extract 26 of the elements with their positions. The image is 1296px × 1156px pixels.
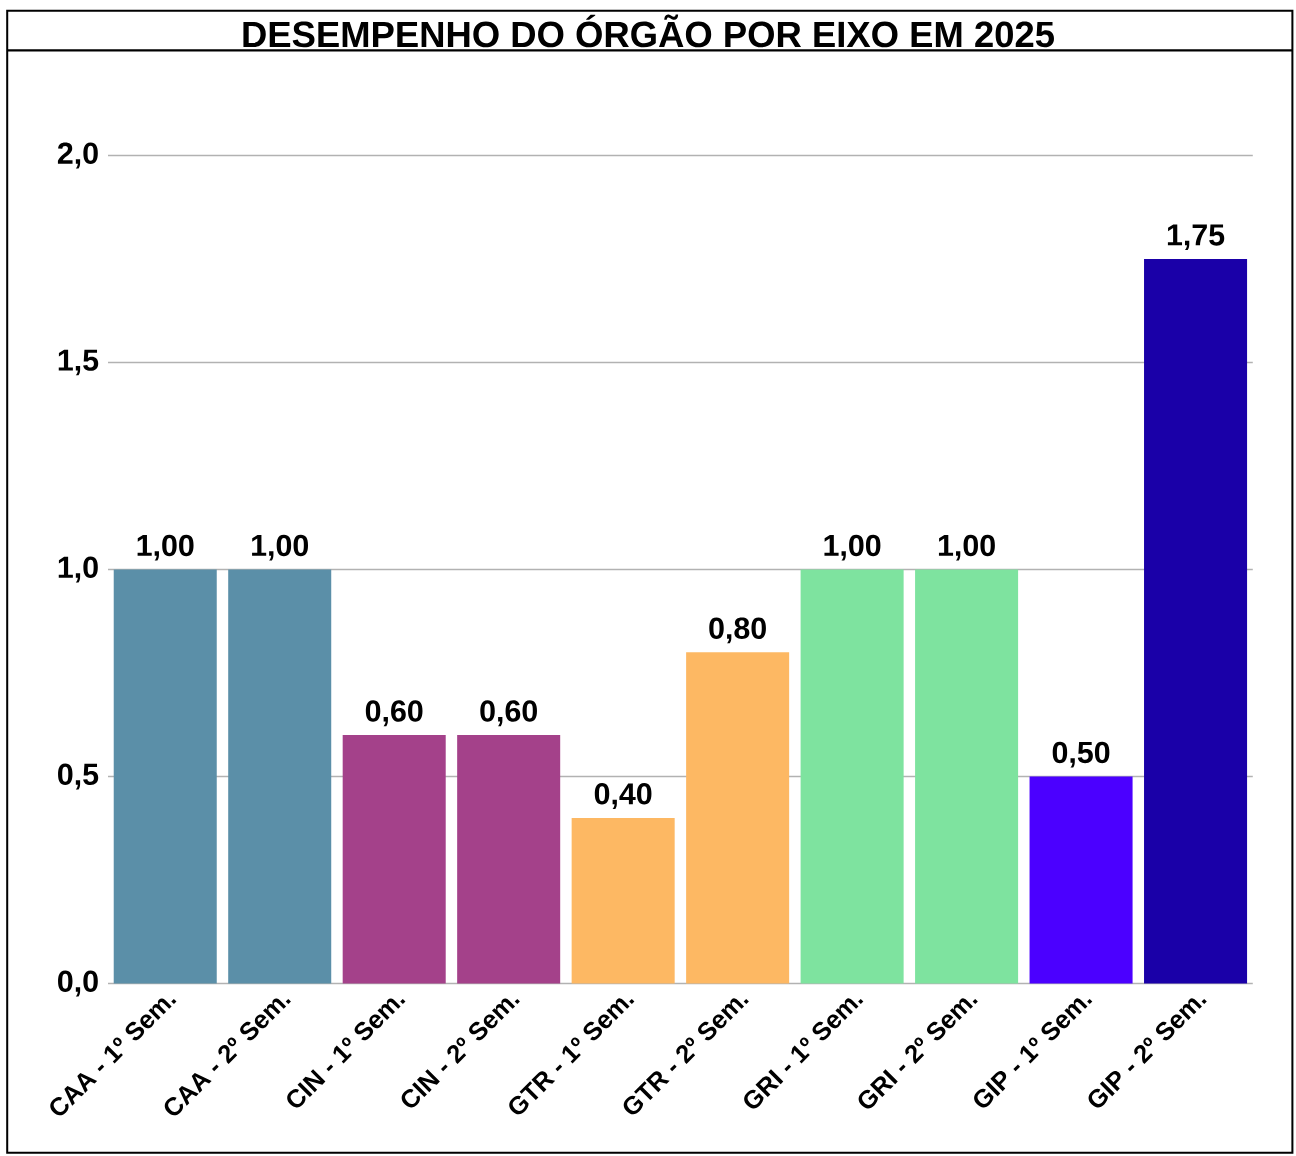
bar [113, 569, 217, 984]
bar [686, 652, 790, 984]
bar [457, 734, 561, 984]
data-label: 0,40 [594, 782, 652, 809]
bar [342, 734, 446, 984]
data-label: 1,00 [938, 534, 995, 561]
data-label: 1,00 [824, 534, 881, 561]
bar [571, 817, 675, 984]
y-tick-label: 1,0 [58, 556, 98, 583]
y-tick-label: 0,5 [58, 763, 99, 790]
data-label: 1,00 [252, 534, 309, 561]
chart-title: DESEMPENHO DO ÓRGÃO POR EIXO EM 2025 [243, 14, 1054, 48]
y-tick-label: 2,0 [57, 142, 98, 169]
bar [800, 569, 904, 984]
bar [228, 569, 332, 984]
bar [1144, 258, 1248, 984]
bar [915, 569, 1019, 984]
data-label: 0,60 [480, 700, 537, 726]
bar [1029, 776, 1133, 984]
y-tick-label: 1,5 [58, 349, 99, 376]
data-label: 1,75 [1167, 224, 1225, 250]
data-label: 1,00 [137, 534, 194, 561]
data-label: 0,60 [365, 700, 423, 726]
data-label: 0,50 [1052, 741, 1110, 768]
y-tick-label: 0,0 [58, 970, 98, 997]
data-label: 0,80 [709, 617, 766, 644]
